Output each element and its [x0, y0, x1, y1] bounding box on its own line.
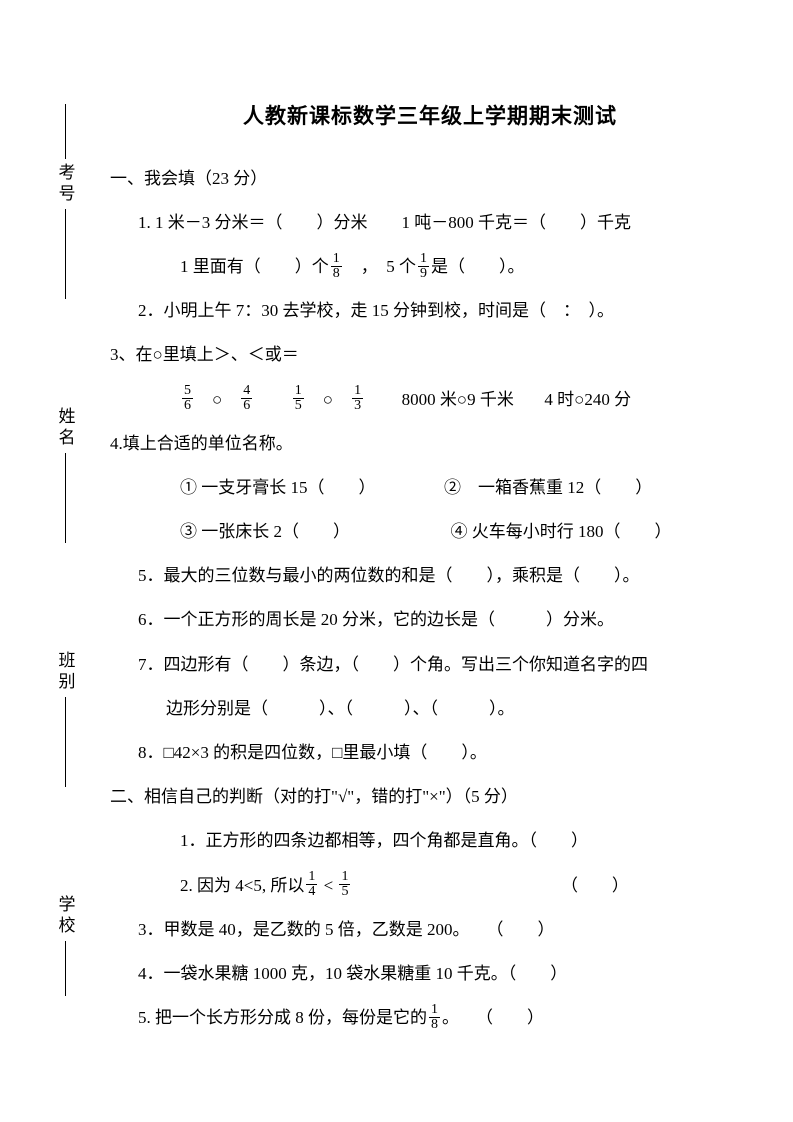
q4c: ③ 一张床长 2（ ）: [180, 522, 350, 541]
s2q2b: <: [319, 876, 337, 895]
q7a: 7．四边形有（ ）条边，（ ）个角。写出三个你知道名字的四: [110, 643, 750, 687]
side-label-school: 学校: [53, 895, 78, 937]
q6: 6．一个正方形的周长是 20 分米，它的边长是（ ）分米。: [110, 598, 750, 642]
fraction-1-4: 14: [306, 870, 317, 899]
q4-row2: ③ 一张床长 2（ ） ④ 火车每小时行 180（ ）: [110, 510, 750, 554]
q4-row1: ① 一支牙膏长 15（ ） ② 一箱香蕉重 12（ ）: [110, 466, 750, 510]
s2q2c: （ ）: [561, 876, 629, 895]
fraction-1-9: 19: [418, 252, 429, 281]
q1-line1: 1. 1 米－3 分米＝（ ）分米 1 吨－800 千克＝（ ）千克: [110, 201, 750, 245]
q1b-mid: ， 5 个: [344, 257, 416, 276]
s2q5a: 5. 把一个长方形分成 8 份，每份是它的: [138, 1008, 427, 1027]
q1b-post: 是（ ）。: [431, 257, 525, 276]
side-group-name: 姓名: [53, 407, 78, 547]
main-content: 人教新课标数学三年级上学期期末测试 一、我会填（23 分） 1. 1 米－3 分…: [110, 90, 750, 1040]
page-title: 人教新课标数学三年级上学期期末测试: [110, 90, 750, 145]
fraction-1-5: 15: [293, 384, 304, 413]
s2q2: 2. 因为 4<5, 所以14 < 15 （ ）: [110, 864, 750, 908]
section-2-header: 二、相信自己的判断（对的打"√"，错的打"×"）（5 分）: [110, 775, 750, 819]
s2q4: 4．一袋水果糖 1000 克，10 袋水果糖重 10 千克。（ ）: [110, 952, 750, 996]
q1b-pre: 1 里面有（ ）个: [180, 257, 329, 276]
fraction-1-8: 18: [331, 252, 342, 281]
section-1-header: 一、我会填（23 分）: [110, 157, 750, 201]
side-group-exam-no: 考号: [53, 100, 78, 303]
circle-op: ○: [195, 390, 239, 409]
side-line: [65, 941, 66, 996]
q5: 5．最大的三位数与最小的两位数的和是（ ），乘积是（ ）。: [110, 554, 750, 598]
s2q1: 1．正方形的四条边都相等，四个角都是直角。（ ）: [110, 819, 750, 863]
q3c: 8000 米○9 千米: [402, 390, 514, 409]
side-line: [65, 453, 66, 543]
q4d: ④ 火车每小时行 180（ ）: [451, 522, 672, 541]
side-group-school: 学校: [53, 895, 78, 1000]
circle-op: ○: [306, 390, 350, 409]
fraction-1-8b: 18: [429, 1003, 440, 1032]
q8: 8．□42×3 的积是四位数，□里最小填（ ）。: [110, 731, 750, 775]
s2q3: 3．甲数是 40，是乙数的 5 倍，乙数是 200。 （ ）: [110, 908, 750, 952]
q3-header: 3、在○里填上＞、＜或＝: [110, 333, 750, 377]
side-line: [65, 104, 66, 159]
fraction-1-5b: 15: [339, 870, 350, 899]
fraction-1-3: 13: [352, 384, 363, 413]
q4b: ② 一箱香蕉重 12（ ）: [444, 478, 652, 497]
q3d: 4 时○240 分: [544, 390, 631, 409]
q1-line2: 1 里面有（ ）个18 ， 5 个19是（ ）。: [110, 245, 750, 289]
side-label-class: 班别: [53, 651, 78, 693]
q7b: 边形分别是（ ）、（ ）、（ ）。: [110, 687, 750, 731]
fraction-5-6: 56: [182, 384, 193, 413]
side-label-exam-no: 考号: [53, 163, 78, 205]
fraction-4-6: 46: [241, 384, 252, 413]
q4a: ① 一支牙膏长 15（ ）: [180, 478, 376, 497]
side-line: [65, 697, 66, 787]
s2q5b: 。 （ ）: [442, 1008, 544, 1027]
s2q5: 5. 把一个长方形分成 8 份，每份是它的18。 （ ）: [110, 996, 750, 1040]
q2: 2．小明上午 7：30 去学校，走 15 分钟到校，时间是（ ： ）。: [110, 289, 750, 333]
q4-header: 4.填上合适的单位名称。: [110, 422, 750, 466]
side-group-class: 班别: [53, 651, 78, 791]
side-label-column: 考号 姓名 班别 学校: [50, 100, 80, 1000]
q3-items: 56 ○ 46 15 ○ 13 8000 米○9 千米 4 时○240 分: [110, 378, 750, 422]
s2q2a: 2. 因为 4<5, 所以: [180, 876, 304, 895]
side-label-name: 姓名: [53, 407, 78, 449]
side-line: [65, 209, 66, 299]
